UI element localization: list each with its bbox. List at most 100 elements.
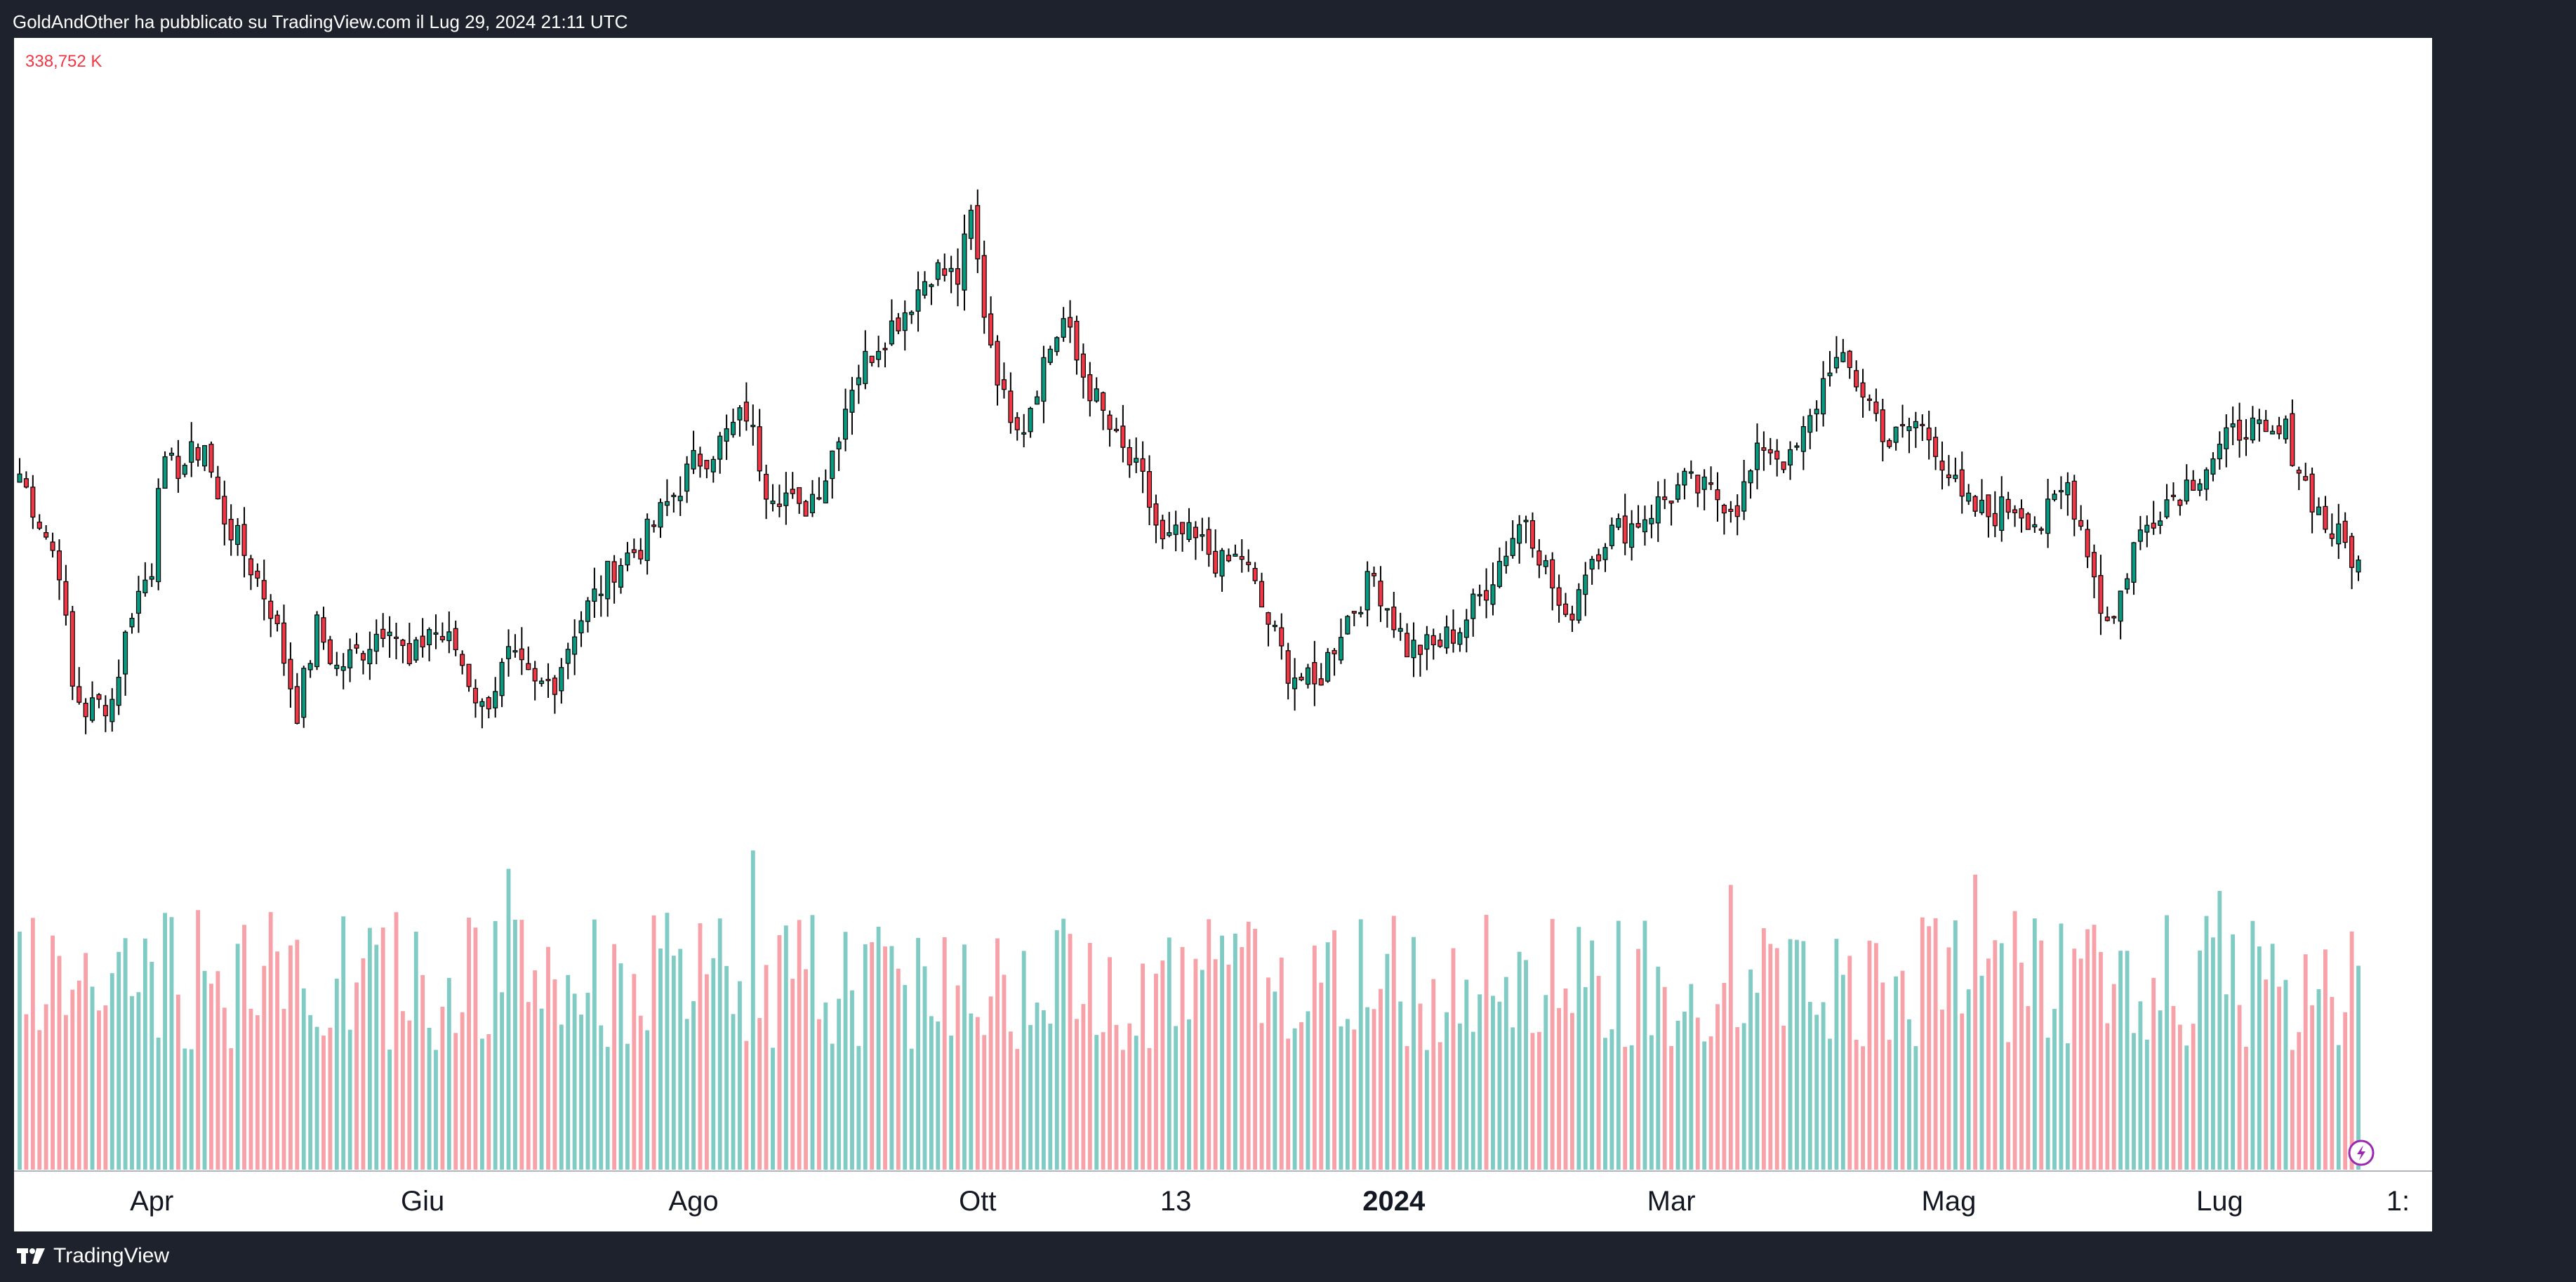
candle-body[interactable]	[2184, 480, 2189, 502]
candle-body[interactable]	[321, 617, 326, 643]
candle-body[interactable]	[2290, 413, 2295, 466]
candle-body[interactable]	[393, 636, 399, 640]
candle-body[interactable]	[677, 496, 683, 501]
candle-body[interactable]	[294, 686, 300, 724]
candle-body[interactable]	[1087, 374, 1093, 402]
candle-body[interactable]	[2137, 529, 2143, 542]
candle-body[interactable]	[1120, 425, 1126, 448]
candle-body[interactable]	[1926, 428, 1932, 441]
candle-body[interactable]	[1622, 515, 1628, 544]
candle-body[interactable]	[340, 666, 346, 671]
candle-body[interactable]	[1213, 550, 1219, 574]
candle-body[interactable]	[658, 502, 663, 528]
candle-body[interactable]	[1113, 428, 1119, 432]
candle-body[interactable]	[2257, 419, 2262, 424]
candle-body[interactable]	[1933, 437, 1939, 457]
candle-body[interactable]	[189, 441, 194, 463]
candle-body[interactable]	[803, 501, 809, 517]
candle-body[interactable]	[968, 209, 974, 239]
candle-body[interactable]	[783, 492, 789, 506]
candle-body[interactable]	[50, 541, 55, 551]
candle-body[interactable]	[2012, 509, 2018, 513]
candle-body[interactable]	[367, 649, 373, 665]
candle-body[interactable]	[1094, 388, 1099, 402]
candle-body[interactable]	[1602, 547, 1608, 560]
candle-body[interactable]	[1854, 370, 1859, 388]
candle-body[interactable]	[202, 445, 208, 467]
candle-body[interactable]	[2085, 529, 2090, 557]
candle-body[interactable]	[2316, 506, 2322, 515]
candle-body[interactable]	[427, 629, 432, 645]
candle-body[interactable]	[255, 570, 260, 579]
candle-body[interactable]	[123, 631, 128, 675]
candle-body[interactable]	[1999, 496, 2005, 531]
candle-body[interactable]	[1490, 584, 1496, 605]
candle-body[interactable]	[327, 639, 333, 664]
candle-body[interactable]	[1444, 626, 1449, 649]
candle-body[interactable]	[1992, 513, 1998, 527]
candle-body[interactable]	[929, 284, 934, 287]
candle-body[interactable]	[479, 701, 485, 707]
candle-body[interactable]	[1438, 640, 1443, 647]
candle-body[interactable]	[1966, 492, 1972, 502]
candle-body[interactable]	[1068, 317, 1073, 328]
candle-body[interactable]	[420, 635, 425, 648]
candle-body[interactable]	[578, 620, 584, 634]
candle-body[interactable]	[1734, 505, 1740, 517]
candle-body[interactable]	[552, 678, 557, 695]
candle-body[interactable]	[790, 489, 795, 494]
candle-body[interactable]	[572, 636, 578, 655]
candle-body[interactable]	[439, 635, 445, 640]
candle-body[interactable]	[2177, 499, 2183, 506]
candle-body[interactable]	[195, 447, 201, 461]
candle-body[interactable]	[1450, 629, 1456, 644]
candle-body[interactable]	[2131, 542, 2137, 583]
candle-body[interactable]	[90, 697, 95, 721]
candle-body[interactable]	[1695, 475, 1701, 494]
candle-body[interactable]	[2078, 520, 2084, 527]
candle-body[interactable]	[757, 426, 762, 472]
candle-body[interactable]	[1496, 560, 1502, 587]
candle-body[interactable]	[896, 317, 901, 331]
candle-body[interactable]	[1226, 555, 1231, 562]
candle-body[interactable]	[1405, 633, 1410, 658]
candle-body[interactable]	[539, 680, 545, 685]
candle-body[interactable]	[809, 494, 816, 513]
candle-body[interactable]	[69, 611, 75, 687]
candle-body[interactable]	[1160, 520, 1165, 540]
candle-body[interactable]	[995, 341, 1000, 386]
candle-body[interactable]	[1054, 337, 1060, 352]
candle-body[interactable]	[281, 622, 287, 664]
candle-body[interactable]	[2065, 482, 2071, 496]
candle-body[interactable]	[1417, 645, 1423, 655]
candle-body[interactable]	[1517, 524, 1522, 544]
candle-body[interactable]	[175, 456, 181, 480]
candle-body[interactable]	[2323, 505, 2328, 530]
candle-body[interactable]	[909, 312, 915, 315]
candle-body[interactable]	[1609, 524, 1614, 546]
candle-body[interactable]	[406, 642, 412, 664]
candle-body[interactable]	[882, 348, 888, 350]
candle-body[interactable]	[380, 628, 386, 639]
candle-body[interactable]	[1292, 678, 1298, 689]
candle-body[interactable]	[1028, 408, 1033, 432]
candle-body[interactable]	[1893, 426, 1899, 443]
candle-body[interactable]	[2111, 616, 2117, 619]
candle-body[interactable]	[228, 519, 234, 541]
candle-body[interactable]	[2217, 444, 2222, 460]
candle-body[interactable]	[863, 350, 868, 385]
candle-body[interactable]	[1318, 678, 1324, 686]
candle-body[interactable]	[2224, 427, 2229, 449]
candle-body[interactable]	[2309, 473, 2315, 513]
candle-body[interactable]	[1358, 612, 1364, 614]
candle-body[interactable]	[2203, 469, 2210, 490]
candle-body[interactable]	[1272, 624, 1277, 628]
candle-body[interactable]	[625, 552, 630, 566]
candle-body[interactable]	[373, 633, 379, 652]
candle-body[interactable]	[1576, 589, 1581, 621]
candle-body[interactable]	[1384, 608, 1390, 611]
candle-body[interactable]	[526, 663, 531, 670]
candle-body[interactable]	[743, 402, 749, 422]
candle-body[interactable]	[1754, 442, 1760, 470]
candle-body[interactable]	[731, 421, 736, 435]
